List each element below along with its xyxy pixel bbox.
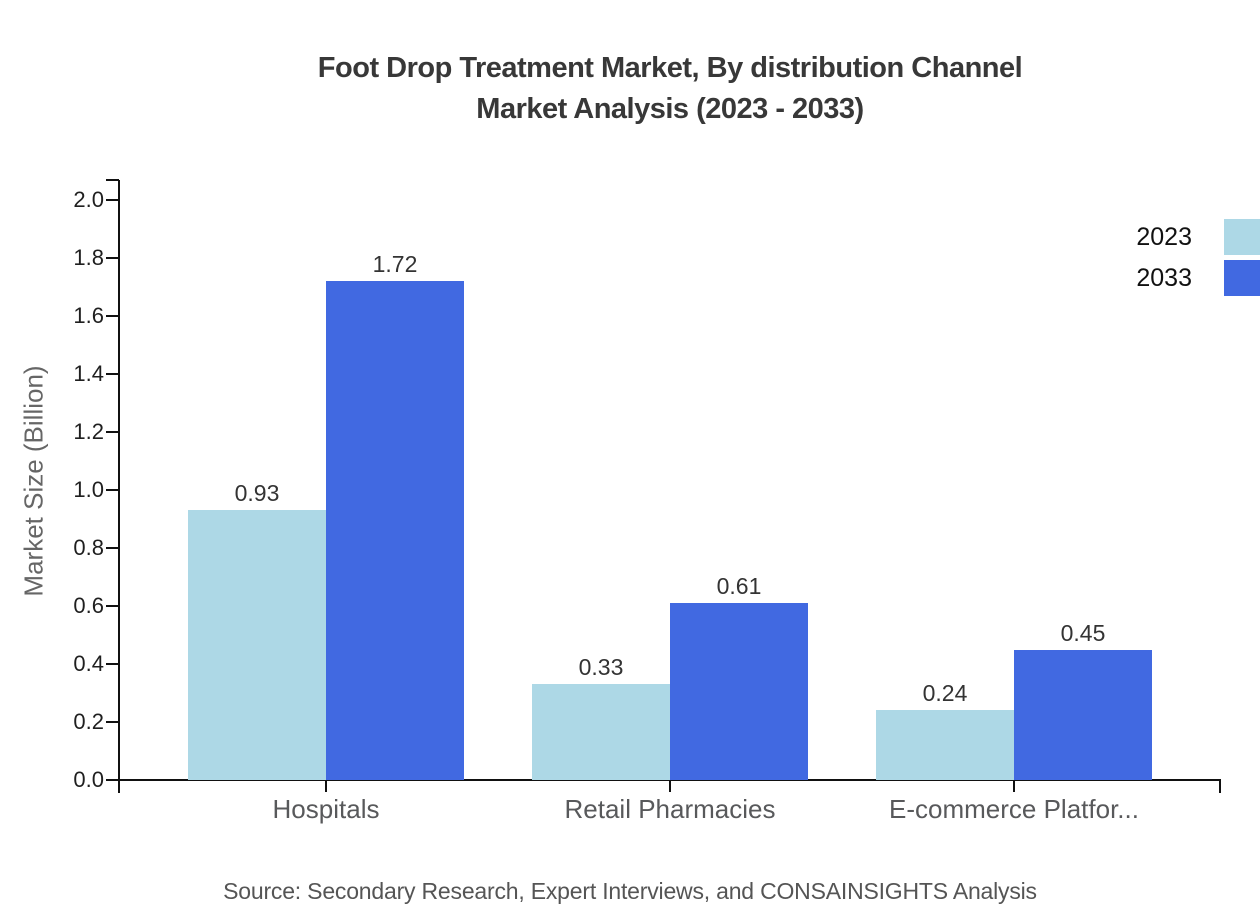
bar-value-label: 0.33 <box>578 654 624 681</box>
legend: 2023 2033 <box>1136 219 1260 301</box>
bar-value-label: 0.45 <box>1060 619 1106 646</box>
source-text: Source: Secondary Research, Expert Inter… <box>223 878 1037 904</box>
chart-title: Foot Drop Treatment Market, By distribut… <box>120 48 1220 130</box>
y-tick-label: 0.8 <box>73 535 104 560</box>
y-axis-line <box>118 180 120 793</box>
legend-item-2033: 2033 <box>1136 260 1260 296</box>
y-tick-label: 1.2 <box>73 419 104 444</box>
x-axis-line <box>107 779 1221 781</box>
legend-label: 2023 <box>1136 222 1192 251</box>
bar-2033-Hospitals <box>326 281 464 780</box>
category-label: Hospitals <box>272 794 380 824</box>
y-tick-label: 0.0 <box>73 767 104 792</box>
y-tick-mark <box>106 257 118 259</box>
category-label: E-commerce Platfor... <box>889 794 1139 824</box>
y-tick-mark <box>106 489 118 491</box>
bar-2023-E-commerce Platfor... <box>876 710 1014 780</box>
x-axis-end-cap <box>1219 779 1221 793</box>
y-tick-mark <box>106 431 118 433</box>
y-tick-mark <box>106 605 118 607</box>
bar-2033-Retail Pharmacies <box>670 603 808 780</box>
y-tick-label: 1.8 <box>73 245 104 270</box>
y-tick-label: 0.4 <box>73 651 104 676</box>
y-tick-label: 1.0 <box>73 477 104 502</box>
category-label: Retail Pharmacies <box>564 794 776 824</box>
y-tick-label: 1.6 <box>73 303 104 328</box>
y-tick-label: 1.4 <box>73 361 104 386</box>
y-tick-mark <box>106 373 118 375</box>
bar-value-label: 1.72 <box>372 251 418 278</box>
y-tick-label: 0.2 <box>73 709 104 734</box>
y-tick-mark <box>106 663 118 665</box>
bar-value-label: 0.61 <box>716 573 762 600</box>
legend-swatch <box>1224 260 1260 296</box>
y-tick-mark <box>106 547 118 549</box>
x-tick-mark <box>325 781 327 792</box>
legend-label: 2033 <box>1136 263 1192 292</box>
y-tick-mark <box>106 315 118 317</box>
y-tick-mark <box>106 199 118 201</box>
y-tick-label: 2.0 <box>73 187 104 212</box>
x-tick-mark <box>669 781 671 792</box>
chart-title-line2: Market Analysis (2023 - 2033) <box>476 93 864 125</box>
chart-title-line1: Foot Drop Treatment Market, By distribut… <box>317 52 1023 84</box>
x-tick-mark <box>1013 781 1015 792</box>
bar-2033-E-commerce Platfor... <box>1014 649 1152 780</box>
legend-item-2023: 2023 <box>1136 219 1260 255</box>
bar-2023-Hospitals <box>188 510 326 780</box>
y-tick-mark <box>106 779 118 781</box>
legend-swatch <box>1224 219 1260 255</box>
bar-value-label: 0.93 <box>234 480 280 507</box>
y-tick-label: 0.6 <box>73 593 104 618</box>
y-tick-mark <box>106 721 118 723</box>
bar-2023-Retail Pharmacies <box>532 684 670 780</box>
y-axis-end-cap <box>106 179 119 181</box>
bar-value-label: 0.24 <box>922 680 968 707</box>
